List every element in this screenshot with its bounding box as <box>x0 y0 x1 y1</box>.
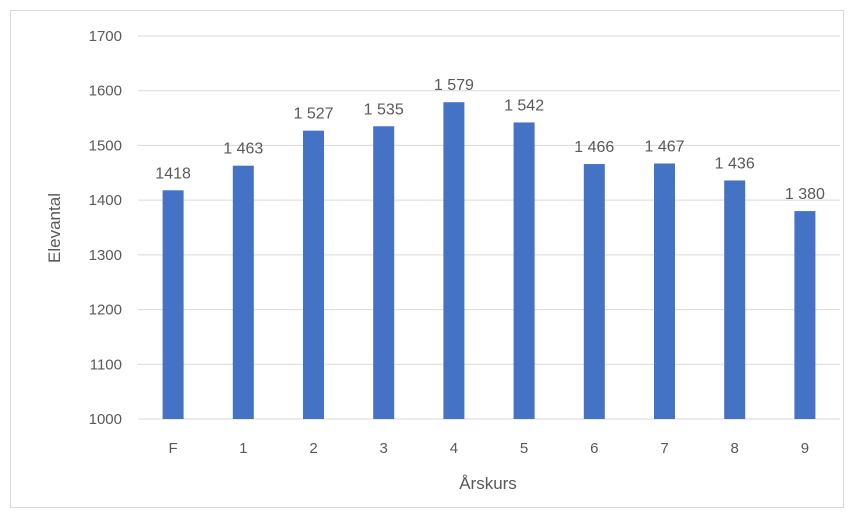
bar-f <box>162 190 184 419</box>
y-tick-label: 1300 <box>89 247 122 264</box>
data-label: 1 467 <box>644 138 684 155</box>
bar-9 <box>794 211 816 419</box>
x-tick-label: 4 <box>450 440 458 457</box>
data-label: 1 527 <box>293 106 333 123</box>
y-axis-title: Elevantal <box>45 193 64 263</box>
x-tick-label: 8 <box>731 440 739 457</box>
y-axis-ticks: 1000 1100 1200 1300 1400 1500 1600 1700 <box>89 28 122 428</box>
bars <box>162 102 816 420</box>
x-tick-label: F <box>169 440 178 457</box>
data-label: 1 535 <box>364 101 404 118</box>
data-label: 1 579 <box>434 77 474 94</box>
bar-1 <box>232 165 254 419</box>
x-axis-ticks: F 1 2 3 4 5 6 7 8 9 <box>169 440 810 457</box>
x-tick-label: 6 <box>590 440 598 457</box>
x-tick-label: 5 <box>520 440 528 457</box>
y-tick-label: 1200 <box>89 302 122 319</box>
gridlines <box>138 35 840 420</box>
y-tick-label: 1700 <box>89 28 122 45</box>
bar-6 <box>583 164 605 419</box>
data-label: 1418 <box>155 165 191 182</box>
data-label: 1 463 <box>223 141 263 158</box>
x-tick-label: 9 <box>801 440 809 457</box>
bar-8 <box>724 180 746 419</box>
bar-7 <box>654 163 675 419</box>
y-tick-label: 1400 <box>89 192 122 209</box>
x-tick-label: 1 <box>239 440 247 457</box>
chart-frame <box>10 10 844 508</box>
x-tick-label: 3 <box>380 440 388 457</box>
x-tick-label: 7 <box>660 440 668 457</box>
y-tick-label: 1100 <box>90 356 122 373</box>
x-axis-title: Årskurs <box>459 474 517 493</box>
bar-4 <box>443 102 465 419</box>
data-label: 1 380 <box>785 186 825 203</box>
y-tick-label: 1000 <box>89 411 122 428</box>
data-label: 1 466 <box>574 139 614 156</box>
bar-2 <box>303 130 324 420</box>
y-tick-label: 1600 <box>89 83 122 100</box>
x-tick-label: 2 <box>309 440 317 457</box>
data-label: 1 542 <box>504 97 544 114</box>
data-label: 1 436 <box>715 155 755 172</box>
data-labels: 1418 1 463 1 527 1 535 1 579 1 542 1 466 1 467 1… <box>155 77 825 203</box>
bar-3 <box>373 126 395 420</box>
y-tick-label: 1500 <box>89 137 122 154</box>
bar-5 <box>513 122 535 419</box>
